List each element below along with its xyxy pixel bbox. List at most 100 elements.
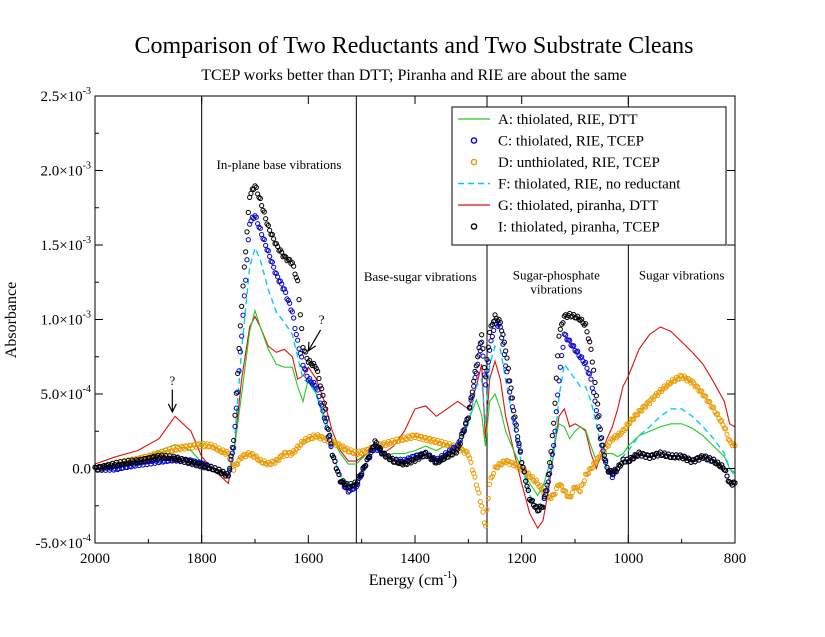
series-c-point [257,225,263,231]
series-d-point [468,459,474,465]
series-c-point [583,359,589,366]
series-i-point [463,421,469,427]
series-i-point [323,406,329,412]
series-i [92,183,738,514]
series-i-point [461,428,467,434]
series-c-point [301,366,307,372]
series-d-point [223,451,229,457]
series-d-point [581,478,587,484]
series-i-point [469,389,475,395]
region-label-3-line-2: vibrations [530,281,582,296]
series-i-point [609,471,615,478]
series-d-point [488,475,494,481]
series-c-point [484,368,490,374]
legend-entry-i-marker [470,223,478,230]
series-c-point [480,353,486,359]
series-i-point [485,344,491,350]
series-i-point [555,353,561,359]
series-i-point [496,316,502,322]
series-c-point [600,448,606,454]
series-i-point [685,455,691,461]
y-tick-label: 1.0×10-3 [40,310,91,329]
series-i-point [259,202,265,209]
series-d-point [708,403,714,410]
series-i-point [529,497,535,504]
series-d-point [693,383,699,389]
series-c-point [560,344,566,350]
series-c-point [555,392,561,398]
series-i-point [556,333,562,339]
series-c-point [291,315,297,321]
legend-box [451,106,727,246]
series-i-point [376,444,382,450]
series-i-point [373,440,379,446]
series-i-point [597,426,603,432]
series-i-point [617,463,623,469]
series-i-point [545,471,551,478]
y-axis-ticks: -5.0×10-4 0.0 5.0×10-4 1.0×10-3 1.5×10-3 2.0×… [35,86,735,552]
series-i-point [595,401,601,407]
legend-entry-i-label: I: thiolated, piranha, TCEP [498,220,660,236]
series-d-point [585,471,591,477]
series-i-point [231,437,237,444]
series-i-point [368,447,374,453]
series-d-point [248,451,254,458]
series-d-point [536,483,542,490]
series-i-point [225,473,231,479]
series-i-point [513,422,519,428]
series-i-point [465,415,471,421]
series-i-point [468,395,474,401]
series-i-point [544,482,550,488]
series-i-point [517,448,523,454]
series-i-point [319,386,325,392]
series-c-point [591,389,597,396]
series-d-point [563,488,569,494]
series-i-point [551,420,557,426]
series-c-point [489,333,495,340]
series-i-point [587,339,593,345]
series-d-point [595,455,601,461]
series-c-point [516,443,522,449]
series-c-point [545,479,551,485]
series-i-point [237,323,243,329]
series-c-point [571,343,577,349]
series-c-point [292,325,298,332]
series-i-point [501,339,507,345]
region-label-1: In-plane base vibrations [217,157,342,172]
series-d-point [553,485,559,492]
series-i-point [596,413,602,419]
series-i-point [719,462,725,468]
series-d-point [252,454,258,460]
series-c-point [468,397,474,403]
annotation-arrow-2 [307,329,322,352]
series-c-point [328,443,334,449]
series-c-point [471,383,477,389]
series-c-point [244,257,250,263]
series-i-point [493,315,499,321]
series-i-point [480,346,486,352]
series-i-point [235,370,241,377]
legend-entry-f-label: F: thiolated, RIE, no reductant [498,177,681,193]
series-i-point [487,329,493,335]
series-c-point [229,450,235,456]
series-i-point [325,426,331,432]
series-i-point [265,222,271,229]
series-i-point [583,321,589,327]
series-d-point [683,375,689,381]
region-label-3-line-1: Sugar-phosphate [513,267,600,282]
series-i-point [616,462,622,468]
series-i-point [293,274,299,281]
series-c-point [279,281,285,287]
series-i-point [241,264,247,270]
series-c-point [588,376,594,382]
x-axis-label-text: Energy (cm [369,572,444,589]
legend-entry-a: A: thiolated, RIE, DTT [458,112,638,128]
series-i-point [359,471,365,477]
series-c-point [299,354,305,360]
annotation-arrowhead-1 [167,403,177,414]
series-d-point [299,438,305,445]
series-i-point [484,356,490,363]
series-i-point [548,448,554,455]
series-c-point [287,300,293,306]
series-d-point [467,455,473,461]
